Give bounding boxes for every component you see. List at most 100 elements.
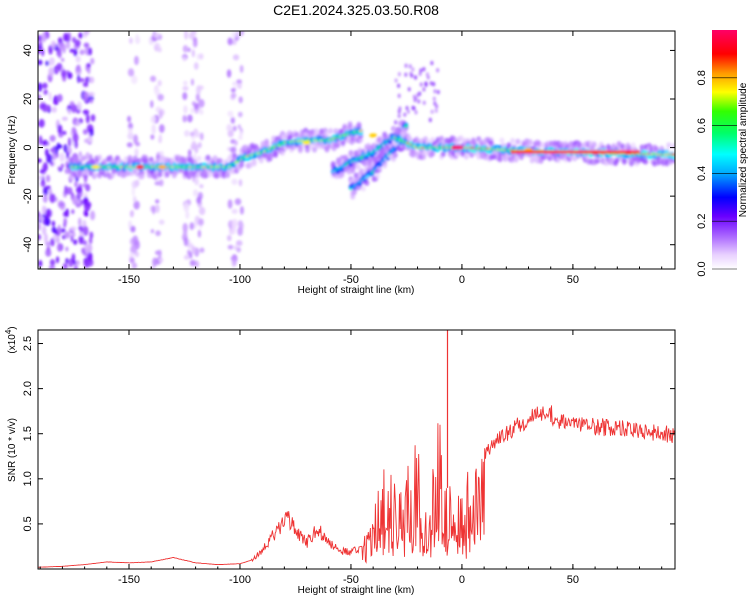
colorbar-tick-label-0: 0.0 bbox=[696, 261, 708, 276]
spectrogram-halo bbox=[407, 135, 413, 142]
spectrogram-speckle bbox=[71, 104, 78, 112]
spectrogram-speckle bbox=[45, 208, 52, 219]
spectrogram-speckle bbox=[67, 137, 72, 147]
spectrogram-halo bbox=[72, 156, 78, 163]
snr-ytick-label-3: 2.0 bbox=[22, 381, 34, 396]
spectrogram-speckle bbox=[150, 100, 154, 109]
spectrogram-speckle bbox=[65, 246, 69, 252]
spectrogram-speckle bbox=[57, 48, 62, 59]
spectrogram-speckle bbox=[58, 202, 65, 207]
spectrogram-speckle bbox=[64, 186, 68, 196]
spectrogram-speckle bbox=[67, 109, 72, 115]
spectrogram-speckle bbox=[418, 71, 422, 77]
spectrogram-speckle bbox=[412, 94, 416, 100]
spectrogram-speckle bbox=[234, 198, 242, 206]
spectrogram-speckle bbox=[193, 37, 198, 48]
spectrogram-speckle bbox=[59, 152, 65, 162]
spectrogram-speckle bbox=[69, 48, 75, 53]
spectrogram-speckle bbox=[41, 139, 49, 146]
spectrogram-x-ticks: -150 -100 -50 0 50 bbox=[39, 31, 663, 286]
spectrogram-speckle bbox=[150, 134, 155, 140]
spectrogram-speckle bbox=[410, 73, 414, 78]
spectrogram-speckle bbox=[80, 49, 84, 54]
spectrogram-speckle bbox=[189, 251, 193, 259]
spectrogram-speckle bbox=[185, 210, 190, 219]
spectrogram-speckle bbox=[155, 199, 160, 204]
spectrogram-speckle bbox=[75, 186, 83, 194]
spectrogram-speckle bbox=[56, 142, 61, 150]
spectrogram-speckle bbox=[84, 243, 91, 254]
spectrogram-speckle bbox=[45, 248, 52, 257]
spectrogram-halo bbox=[614, 156, 620, 163]
spectrogram-heat-layer bbox=[38, 31, 675, 269]
spectrogram-hotspot bbox=[455, 145, 464, 150]
spectrogram-speckle bbox=[38, 41, 43, 46]
spectrogram-speckle bbox=[188, 32, 195, 40]
spec-ytick-label-2: 0 bbox=[22, 145, 34, 151]
spectrogram-speckle bbox=[134, 148, 139, 158]
spectrogram-halo bbox=[335, 142, 341, 149]
spectrogram-speckle bbox=[237, 111, 243, 118]
spectrogram-halo bbox=[313, 128, 319, 135]
spectrogram-cells bbox=[38, 31, 675, 269]
spectrogram-speckle bbox=[41, 225, 47, 236]
spectrogram-speckle bbox=[126, 142, 133, 148]
spectrogram-speckle bbox=[199, 132, 204, 141]
spectrogram-halo bbox=[304, 146, 310, 153]
snr-ytick-label-0: 0.5 bbox=[22, 516, 34, 531]
spectrogram-speckle bbox=[416, 92, 420, 98]
spectrogram-halo bbox=[463, 153, 469, 160]
spectrogram-halo bbox=[272, 150, 278, 157]
snr-panel: -150 -100 -50 0 50 0.5 1.0 1.5 2.0 2.5 Height of… bbox=[4, 326, 676, 596]
spectrogram-speckle bbox=[89, 128, 94, 137]
spectrogram-speckle bbox=[127, 127, 133, 134]
spectrogram-speckle bbox=[150, 265, 156, 269]
spectrogram-speckle bbox=[45, 185, 51, 190]
spectrogram-speckle bbox=[90, 57, 95, 65]
spectrogram-speckle bbox=[193, 102, 199, 110]
spectrogram-halo bbox=[157, 171, 163, 178]
spectrogram-y-ticks: -40 -20 0 20 40 bbox=[22, 44, 675, 253]
spectrogram-speckle bbox=[58, 42, 65, 47]
spectrogram-speckle bbox=[158, 179, 164, 187]
spec-xtick-label-2: -50 bbox=[343, 274, 359, 286]
spectrogram-halo bbox=[439, 135, 445, 142]
spectrogram-speckle bbox=[74, 140, 78, 149]
spectrogram-speckle bbox=[71, 209, 75, 214]
spectrogram-speckle bbox=[57, 166, 61, 171]
spectrogram-speckle bbox=[38, 34, 43, 42]
spectrogram-speckle bbox=[42, 194, 48, 203]
spectrogram-halo bbox=[324, 146, 330, 153]
spectrogram-halo bbox=[164, 171, 170, 178]
spectrogram-speckle bbox=[57, 124, 63, 135]
spectrogram-speckle bbox=[39, 169, 45, 174]
spectrogram-speckle bbox=[183, 202, 190, 212]
spectrogram-speckle bbox=[230, 88, 236, 93]
spectrogram-speckle bbox=[231, 208, 238, 214]
spectrogram-speckle bbox=[189, 259, 196, 267]
spectrogram-speckle bbox=[66, 151, 70, 159]
spectrogram-halo bbox=[312, 146, 318, 153]
spectrogram-speckle bbox=[196, 53, 200, 61]
colorbar-tick-label-3: 0.6 bbox=[696, 118, 708, 133]
spectrogram-halo bbox=[297, 146, 303, 153]
spectrogram-speckle bbox=[187, 47, 191, 53]
spectrogram-speckle bbox=[65, 208, 69, 218]
spectrogram-speckle bbox=[197, 229, 202, 238]
spectrogram-halo bbox=[534, 157, 540, 164]
spectrogram-speckle bbox=[130, 75, 138, 84]
colorbar: 0.0 0.2 0.4 0.6 0.8 Normalized spectral ampl… bbox=[696, 30, 749, 277]
spectrogram-speckle bbox=[51, 40, 57, 49]
spectrogram-speckle bbox=[190, 144, 196, 151]
spectrogram-speckle bbox=[183, 80, 188, 86]
spectrogram-speckle bbox=[49, 147, 56, 153]
spectrogram-speckle bbox=[194, 178, 199, 186]
spectrogram-speckle bbox=[238, 96, 243, 104]
spectrogram-speckle bbox=[152, 205, 156, 215]
spectrogram-speckle bbox=[432, 96, 436, 102]
snr-background bbox=[38, 330, 675, 569]
spectrogram-speckle bbox=[234, 140, 238, 146]
spectrogram-speckle bbox=[198, 53, 204, 60]
spectrogram-speckle bbox=[38, 234, 42, 241]
spectrogram-speckle bbox=[85, 183, 91, 192]
